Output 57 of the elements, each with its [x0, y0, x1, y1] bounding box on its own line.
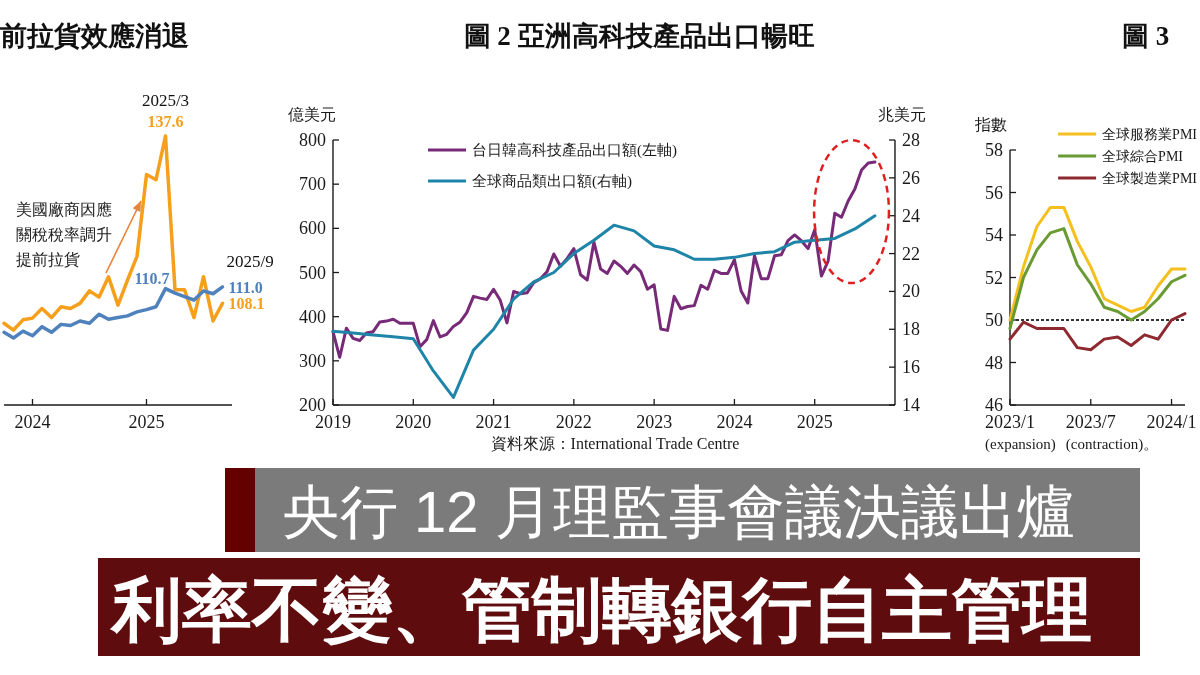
annotation: 2025/3: [141, 91, 190, 110]
text: 央行 12 月理監事會議決議出爐: [282, 478, 1075, 544]
y2-tick-label: 16: [902, 357, 920, 378]
x-tick-label: 2023/1: [984, 412, 1036, 432]
y-tick-label: 200: [299, 395, 326, 415]
y-tick-label: 800: [299, 130, 326, 150]
x-tick-label: 2022: [555, 412, 592, 432]
y2-tick-label: 26: [902, 167, 920, 188]
x-tick-label: 2020: [395, 412, 432, 432]
x-tick-label: 2019: [315, 412, 351, 432]
y-tick-label: 50: [985, 310, 1003, 330]
y-axis-title: 億美元: [288, 106, 336, 123]
y-tick-label: 52: [985, 267, 1003, 288]
legend-label: 全球製造業PMI: [1102, 171, 1198, 187]
y-axis-title: 指數: [974, 116, 1007, 133]
x-tick-label: 2024: [14, 412, 51, 432]
x-tick-label: 2023/7: [1065, 412, 1116, 432]
source-note: 資料來源：International Trade Centre: [490, 435, 740, 452]
y-tick-label: 54: [985, 225, 1003, 245]
y-tick-label: 700: [299, 174, 326, 195]
legend-label: 全球商品類出口額(右軸): [472, 173, 632, 191]
chart-title: 前拉貨效應消退: [0, 21, 189, 51]
x-tick-label: 2024: [716, 412, 753, 432]
y-tick-label: 300: [299, 350, 326, 371]
x-tick-label: 2024/1: [1146, 412, 1197, 432]
chart-title: 圖 3: [1122, 21, 1170, 51]
y2-tick-label: 20: [902, 281, 920, 302]
chart-title: 圖 2 亞洲高科技產品出口暢旺: [463, 21, 815, 51]
legend-label: 全球綜合PMI: [1102, 149, 1184, 165]
y-tick-label: 600: [299, 218, 326, 239]
y2-tick-label: 14: [902, 395, 920, 415]
y-tick-label: 56: [985, 182, 1003, 203]
y-tick-label: 48: [985, 352, 1003, 373]
y2-tick-label: 24: [902, 205, 920, 226]
legend-label: 台日韓高科技產品出口額(左軸): [472, 142, 677, 160]
y2-tick-label: 18: [902, 319, 920, 340]
legend-label: 全球服務業PMI: [1102, 127, 1198, 143]
annotation: 2025/9: [226, 251, 274, 271]
data-label: 137.6: [147, 113, 184, 130]
data-label: 110.7: [134, 269, 170, 287]
text: 利率不變、管制轉銀行自主管理: [109, 571, 1092, 650]
text: (contraction)。: [1065, 436, 1159, 453]
y2-axis-title: 兆美元: [878, 106, 926, 123]
x-tick-label: 2025: [128, 412, 165, 432]
x-tick-label: 2023: [636, 412, 673, 432]
annotation: 美國廠商因應關稅稅率調升提前拉貨: [16, 201, 112, 268]
y-tick-label: 46: [985, 395, 1003, 415]
x-tick-label: 2025: [796, 412, 833, 432]
data-label: 111.0: [228, 278, 263, 296]
data-label: 108.1: [228, 295, 265, 313]
x-tick-label: 2021: [475, 412, 512, 432]
y-tick-label: 58: [985, 140, 1003, 160]
y-tick-label: 400: [299, 306, 326, 327]
y2-tick-label: 22: [902, 243, 920, 264]
y-tick-label: 500: [299, 262, 326, 283]
text: (expansion): [985, 436, 1056, 453]
y2-tick-label: 28: [902, 130, 920, 150]
